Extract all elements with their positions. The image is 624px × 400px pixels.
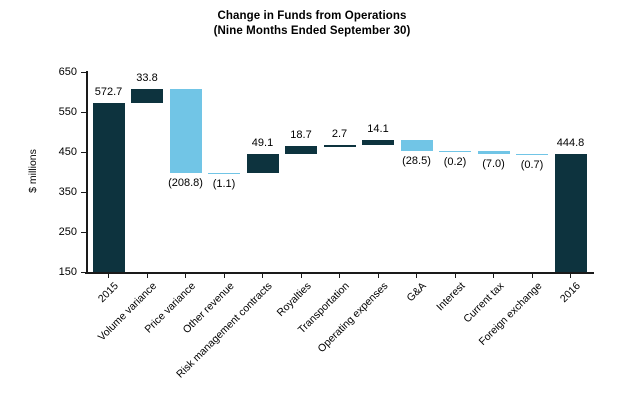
y-tick	[81, 191, 86, 193]
waterfall-bar	[92, 102, 125, 272]
y-tick	[81, 231, 86, 233]
y-axis-line	[86, 71, 88, 273]
waterfall-bar	[323, 145, 356, 147]
x-tick	[108, 273, 109, 278]
x-tick	[416, 273, 417, 278]
x-axis-line	[85, 271, 594, 274]
x-tick	[300, 273, 302, 278]
x-tick	[570, 273, 571, 278]
x-tick-label: 2016	[557, 280, 583, 306]
y-tick-label: 350	[58, 186, 77, 198]
bar-value-label: (0.2)	[443, 156, 467, 169]
x-tick	[377, 273, 379, 278]
x-tick	[493, 273, 494, 278]
chart-title: Change in Funds from Operations	[217, 10, 407, 22]
x-tick	[454, 273, 456, 278]
waterfall-bar	[169, 89, 202, 173]
waterfall-bar	[208, 172, 240, 175]
y-tick	[81, 151, 86, 153]
y-tick-label: 450	[58, 146, 77, 158]
waterfall-bar	[362, 139, 394, 146]
bar-value-label: (7.0)	[482, 157, 505, 170]
bar-value-label: 33.8	[136, 72, 158, 85]
bar-value-label: 2.7	[331, 128, 348, 141]
y-axis-label: $ millions	[27, 149, 39, 193]
y-tick	[81, 111, 86, 113]
x-tick-label: Interest	[434, 280, 468, 314]
bar-value-label: (208.8)	[168, 176, 203, 189]
waterfall-bar	[554, 154, 587, 272]
waterfall-bar	[246, 153, 279, 174]
bar-value-label: 18.7	[290, 129, 312, 142]
y-tick-label: 550	[58, 106, 77, 118]
x-tick-label: Royalties	[274, 280, 314, 320]
x-tick-label: 2015	[95, 280, 121, 306]
y-tick	[81, 71, 86, 73]
bar-value-label: 14.1	[367, 122, 389, 135]
bar-value-label: (28.5)	[402, 154, 431, 167]
y-tick-label: 150	[58, 266, 77, 278]
x-tick	[531, 273, 533, 278]
x-tick-label: G&A	[404, 280, 429, 305]
x-tick	[339, 273, 340, 278]
bar-value-label: 572.7	[94, 85, 123, 98]
x-tick	[146, 273, 148, 278]
waterfall-bar	[400, 139, 433, 151]
x-tick-label: Operating expenses	[315, 280, 391, 355]
x-tick	[223, 273, 225, 278]
bar-value-label: 444.8	[556, 137, 585, 150]
waterfall-bar	[477, 151, 510, 154]
bar-value-label: 49.1	[251, 136, 274, 149]
chart-subtitle: (Nine Months Ended September 30)	[213, 25, 411, 37]
bar-value-label: (1.1)	[212, 178, 236, 191]
waterfall-bar	[131, 89, 163, 103]
y-tick-label: 650	[58, 66, 77, 78]
waterfall-bar	[439, 150, 471, 153]
bar-value-label: (0.7)	[520, 159, 544, 172]
x-tick	[185, 273, 186, 278]
x-tick	[262, 273, 263, 278]
waterfall-bar	[285, 146, 317, 154]
y-tick-label: 250	[58, 226, 77, 238]
waterfall-bar	[516, 153, 548, 156]
y-tick	[81, 271, 86, 273]
